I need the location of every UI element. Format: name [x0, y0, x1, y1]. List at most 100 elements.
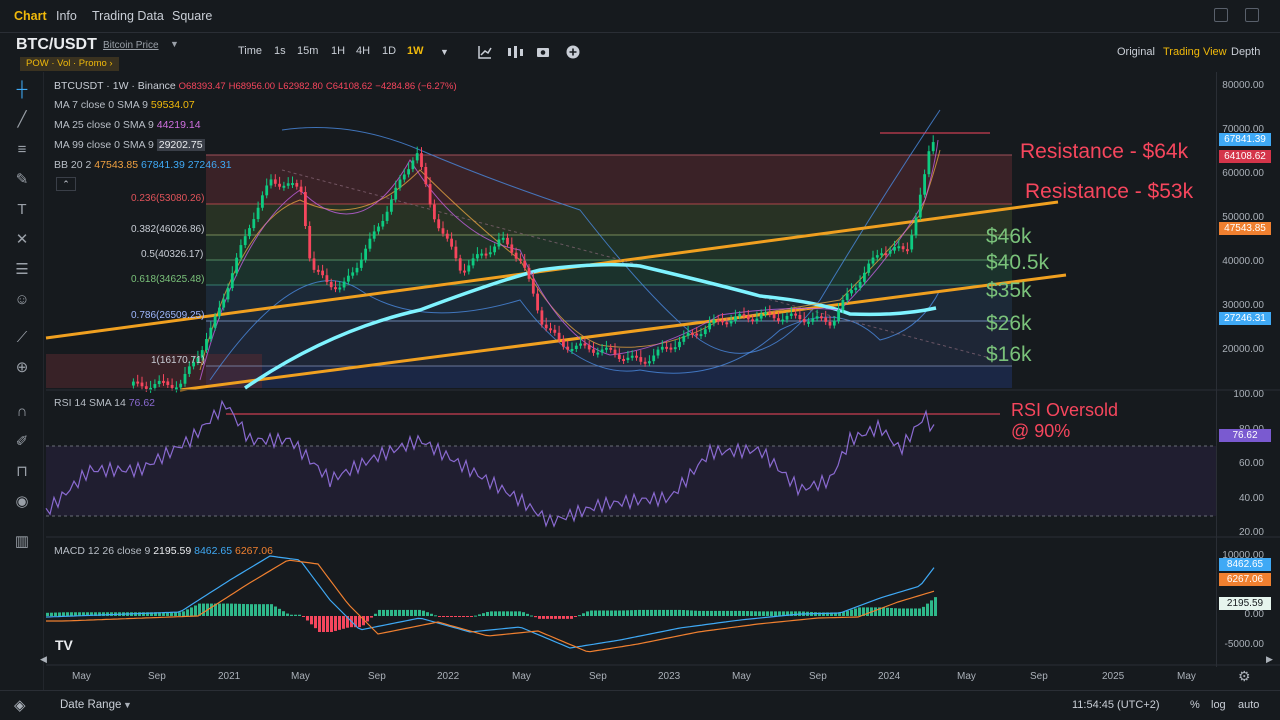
date-range-dropdown-icon[interactable]: ▼	[123, 700, 132, 710]
chart-type-icon[interactable]	[508, 46, 523, 58]
macd-bar	[286, 613, 289, 616]
annotation-resistance-53k[interactable]: Resistance - $53k	[1025, 180, 1194, 203]
crosshair-icon[interactable]: ┼	[16, 81, 28, 98]
ohlc-change: −4284.86 (−6.27%)	[375, 81, 457, 92]
macd-bar	[718, 610, 721, 616]
symbol-tags[interactable]: POW · Vol · Promo ›	[20, 57, 119, 71]
log-scale-toggle[interactable]: log	[1211, 699, 1226, 711]
top-tab-bar: Chart Info Trading Data Square	[0, 0, 1280, 33]
layers-icon[interactable]: ◈	[14, 697, 26, 714]
percent-scale-toggle[interactable]: %	[1190, 699, 1200, 711]
tab-square[interactable]: Square	[172, 9, 213, 23]
camera-icon[interactable]	[537, 48, 549, 57]
zoom-in-icon[interactable]: ⊕	[15, 359, 29, 376]
candle	[652, 355, 656, 362]
annotation-support-16k[interactable]: $16k	[986, 343, 1032, 366]
price-axis[interactable]: 80000.00 70000.00 60000.00 50000.00 4000…	[1216, 72, 1280, 667]
macd-bar	[694, 610, 697, 616]
interval-1h[interactable]: 1H	[331, 45, 346, 57]
symbol-dropdown-icon[interactable]: ▼	[170, 39, 179, 49]
macd-bar	[250, 604, 253, 616]
macd-bar	[542, 616, 545, 619]
ma7-legend[interactable]: MA 7 close 0 SMA 9 59534.07	[54, 99, 195, 111]
indicator-icon[interactable]	[478, 46, 492, 59]
view-trading-view[interactable]: Trading View	[1163, 46, 1227, 58]
lock-icon[interactable]: ⊓	[16, 463, 28, 480]
macd-legend[interactable]: MACD 12 26 close 9 2195.59 8462.65 6267.…	[54, 545, 273, 557]
candle	[476, 254, 479, 259]
interval-15m[interactable]: 15m	[297, 45, 319, 57]
candle	[458, 258, 462, 271]
interval-1w[interactable]: 1W	[407, 45, 424, 57]
macd-bar	[714, 610, 717, 616]
settings-gear-icon[interactable]: ⚙	[1238, 668, 1251, 684]
candle	[381, 220, 385, 227]
ruler-icon[interactable]: ⟋	[16, 329, 28, 346]
emoji-icon[interactable]: ☺	[14, 291, 30, 308]
macd-bar	[46, 612, 49, 616]
candle	[342, 281, 346, 288]
macd-bar	[698, 610, 701, 616]
pencil-lock-icon[interactable]: ✐	[15, 433, 29, 450]
collapse-icon[interactable]	[1214, 8, 1228, 22]
macd-bar	[570, 616, 573, 619]
pattern-icon[interactable]: ✕	[15, 231, 29, 248]
symbol-name[interactable]: BTC/USDT	[16, 36, 97, 53]
tab-info[interactable]: Info	[56, 9, 77, 23]
candle	[433, 204, 436, 220]
grid-icon[interactable]	[1245, 8, 1259, 22]
scroll-right-icon[interactable]: ▶	[1266, 654, 1273, 664]
macd-bar	[646, 609, 649, 616]
interval-time[interactable]: Time	[238, 45, 263, 57]
bb-legend[interactable]: BB 20 2 47543.85 67841.39 27246.31	[54, 159, 232, 171]
time-tick: 2025	[1102, 671, 1125, 682]
symbol-subtitle-link[interactable]: Bitcoin Price	[103, 40, 159, 51]
tab-chart[interactable]: Chart	[14, 9, 47, 23]
price-tick: 70000.00	[1222, 124, 1264, 135]
interval-1d[interactable]: 1D	[382, 45, 397, 57]
tab-trading-data[interactable]: Trading Data	[92, 9, 164, 23]
view-depth[interactable]: Depth	[1231, 46, 1261, 58]
macd-bar	[710, 610, 713, 616]
trash-icon[interactable]: ▥	[14, 533, 30, 550]
annotation-support-35k[interactable]: $35k	[986, 279, 1032, 302]
magnet-icon[interactable]: ∩	[16, 403, 28, 420]
ma25-legend[interactable]: MA 25 close 0 SMA 9 44219.14	[54, 119, 201, 131]
candle	[471, 258, 475, 266]
view-original[interactable]: Original	[1117, 46, 1155, 58]
eye-icon[interactable]: ◉	[15, 493, 29, 510]
interval-1s[interactable]: 1s	[274, 45, 286, 57]
horizontal-lines-icon[interactable]: ≡	[17, 141, 27, 158]
annotation-support-26k[interactable]: $26k	[986, 312, 1032, 335]
text-icon[interactable]: T	[17, 201, 27, 218]
candle	[510, 244, 514, 253]
annotation-rsi-line2[interactable]: @ 90%	[1011, 421, 1071, 441]
trendline-icon[interactable]: ╱	[17, 111, 27, 128]
interval-4h[interactable]: 4H	[356, 45, 371, 57]
fib-icon[interactable]: ☰	[15, 261, 29, 278]
brush-icon[interactable]: ✎	[15, 171, 29, 188]
ma99-line	[244, 262, 937, 390]
annotation-support-46k[interactable]: $46k	[986, 225, 1032, 248]
scroll-left-icon[interactable]: ◀	[40, 654, 47, 664]
badge-rsi: 76.62	[1219, 429, 1271, 442]
macd-bar	[406, 609, 409, 616]
ma99-legend[interactable]: MA 99 close 0 SMA 9 29202.75	[54, 139, 205, 151]
date-range-button[interactable]: Date Range	[60, 699, 122, 711]
annotation-support-40k[interactable]: $40.5k	[986, 251, 1050, 274]
annotation-rsi-line1[interactable]: RSI Oversold	[1011, 400, 1119, 420]
macd-bar	[610, 610, 613, 616]
macd-bar	[498, 611, 501, 616]
add-icon[interactable]	[566, 45, 580, 59]
interval-dropdown-icon[interactable]: ▼	[440, 47, 449, 57]
annotation-resistance-64k[interactable]: Resistance - $64k	[1020, 140, 1189, 163]
candle	[755, 318, 759, 321]
candle	[179, 383, 183, 388]
candle	[789, 313, 793, 316]
candle	[764, 312, 767, 315]
candle	[540, 310, 544, 325]
rsi-legend[interactable]: RSI 14 SMA 14 76.62	[54, 397, 155, 409]
collapse-legend-icon[interactable]: ⌃	[56, 177, 76, 191]
auto-scale-toggle[interactable]: auto	[1238, 699, 1260, 711]
